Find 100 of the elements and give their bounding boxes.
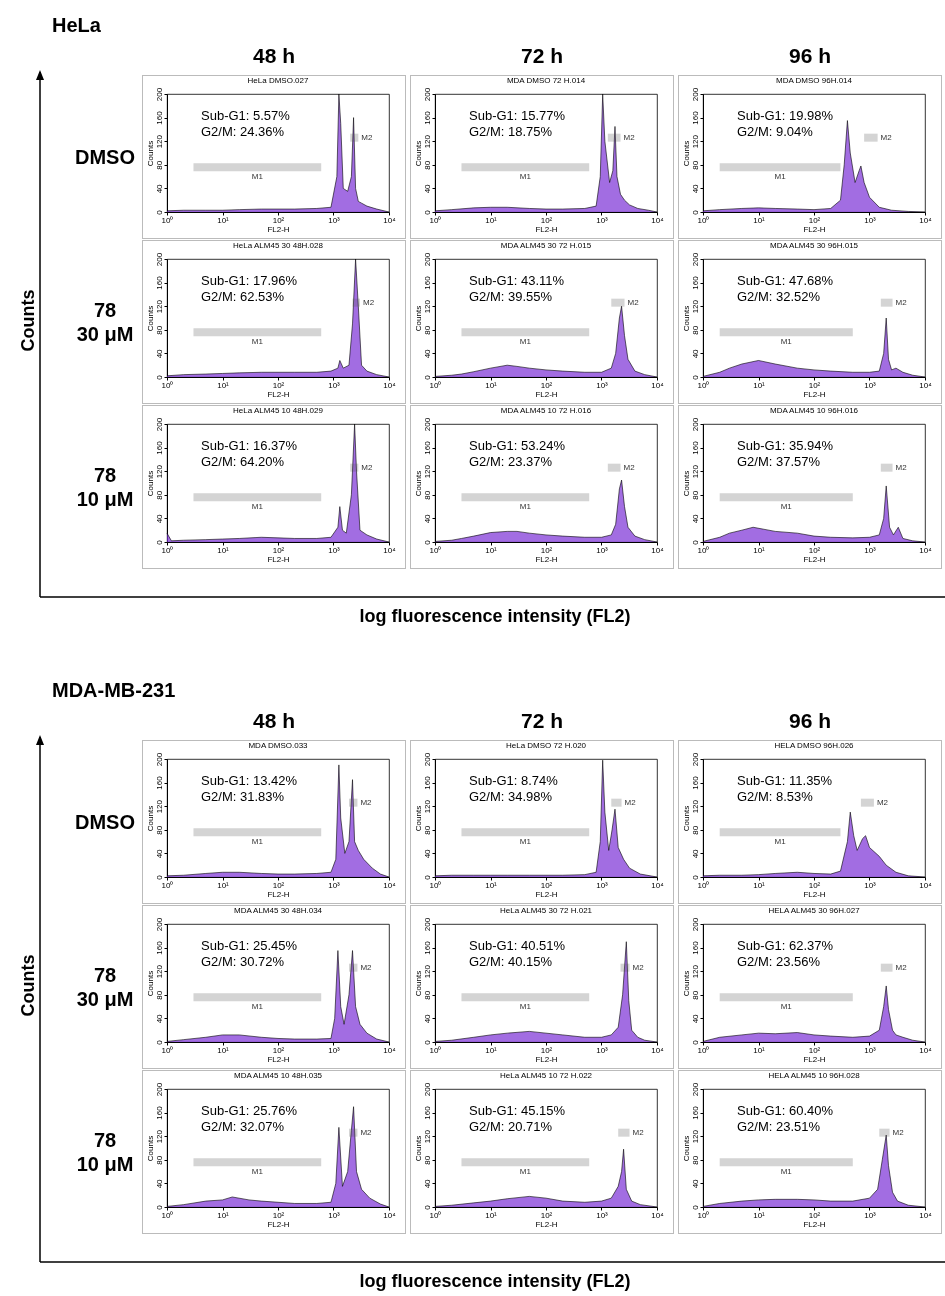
annotation: G2/M: 8.53% (737, 789, 814, 804)
x-tick-label: 10³ (328, 545, 341, 555)
band-label: M1 (780, 502, 793, 512)
band-label: M1 (519, 1002, 532, 1012)
band-label: M2 (895, 297, 908, 307)
x-tick-label: 10³ (864, 1045, 877, 1055)
text: log fluorescence intensity (FL2) (358, 1271, 632, 1292)
band-label: M2 (360, 962, 373, 972)
y-tick-label: 80 (422, 325, 432, 335)
y-tick-label: 0 (422, 1204, 432, 1210)
y-tick-label: 200 (154, 917, 164, 932)
x-tick-label: 10⁰ (429, 545, 442, 555)
y-tick-label: 80 (690, 490, 700, 500)
x-tick-label: 10³ (864, 1210, 877, 1220)
y-tick-label: 160 (690, 110, 700, 125)
y-axis-title: Counts (145, 970, 155, 997)
x-tick-label: 10⁴ (919, 545, 933, 555)
y-tick-label: 80 (690, 825, 700, 835)
x-tick-label: 10⁰ (161, 1045, 174, 1055)
x-tick-label: 10¹ (217, 1045, 230, 1055)
x-axis-title: FL2-H (267, 389, 290, 399)
band-label: M1 (251, 337, 264, 347)
chart-title: MDA ALM45 10 48H.035 (233, 1071, 323, 1081)
y-tick-label: 120 (154, 134, 164, 149)
band-label: M2 (624, 797, 637, 807)
x-tick-label: 10² (272, 1045, 285, 1055)
y-tick-label: 80 (422, 990, 432, 1000)
y-tick-label: 40 (690, 183, 700, 194)
annotation: G2/M: 37.57% (737, 454, 821, 469)
x-tick-label: 10² (540, 1210, 553, 1220)
y-tick-label: 120 (422, 299, 432, 314)
band-label: M1 (519, 337, 532, 347)
y-axis-title: Counts (145, 470, 155, 497)
annotation: Sub-G1: 25.45% (201, 938, 298, 953)
y-tick-label: 160 (154, 1105, 164, 1120)
y-tick-label: 40 (690, 348, 700, 359)
y-axis-title: Counts (413, 470, 423, 497)
chart-title: HeLa ALM45 10 72 H.022 (499, 1071, 593, 1081)
y-axis-title: Counts (145, 305, 155, 332)
band-label: M1 (519, 172, 532, 182)
category-label: 96 h (788, 44, 832, 68)
x-tick-label: 10⁰ (697, 1210, 710, 1220)
x-tick-label: 10⁴ (383, 1210, 397, 1220)
x-tick-label: 10¹ (217, 545, 230, 555)
y-tick-label: 200 (422, 87, 432, 102)
chart-title: MDA ALM45 10 96H.016 (769, 406, 859, 416)
x-tick-label: 10⁰ (161, 380, 174, 390)
x-tick-label: 10³ (864, 380, 877, 390)
x-axis-title: FL2-H (535, 889, 558, 899)
x-tick-label: 10² (540, 215, 553, 225)
y-tick-label: 200 (690, 1082, 700, 1097)
x-tick-label: 10¹ (485, 380, 498, 390)
category-label: 48 h (252, 709, 296, 733)
x-axis-title: FL2-H (267, 889, 290, 899)
x-tick-label: 10³ (864, 880, 877, 890)
annotation: G2/M: 20.71% (469, 1119, 553, 1134)
band-label: M2 (362, 297, 375, 307)
y-tick-label: 80 (154, 325, 164, 335)
x-tick-label: 10⁴ (651, 380, 665, 390)
annotation: G2/M: 30.72% (201, 954, 285, 969)
y-tick-label: 40 (154, 1013, 164, 1024)
x-tick-label: 10⁰ (697, 545, 710, 555)
annotation: Sub-G1: 53.24% (469, 438, 566, 453)
y-tick-label: 160 (690, 275, 700, 290)
x-tick-label: 10³ (596, 545, 609, 555)
y-tick-label: 0 (422, 1039, 432, 1045)
band-label: M2 (360, 797, 373, 807)
x-tick-label: 10² (808, 1045, 821, 1055)
y-tick-label: 40 (422, 348, 432, 359)
y-tick-label: 80 (422, 825, 432, 835)
annotation: G2/M: 62.53% (201, 289, 285, 304)
x-tick-label: 10⁴ (919, 1045, 933, 1055)
x-tick-label: 10³ (596, 1210, 609, 1220)
band-label: M1 (780, 1167, 793, 1177)
x-tick-label: 10¹ (485, 880, 498, 890)
y-tick-label: 0 (690, 1204, 700, 1210)
chart-title: MDA ALM45 30 48H.034 (233, 906, 323, 916)
y-tick-label: 40 (154, 348, 164, 359)
y-tick-label: 200 (690, 252, 700, 267)
x-axis-title: FL2-H (535, 1054, 558, 1064)
band-label: M2 (632, 1127, 645, 1137)
chart-title: HELA ALM45 30 96H.027 (768, 906, 861, 916)
x-tick-label: 10⁴ (919, 1210, 933, 1220)
y-tick-label: 160 (690, 1105, 700, 1120)
x-axis-title: FL2-H (535, 554, 558, 564)
y-tick-label: 160 (154, 775, 164, 790)
y-axis-title: Counts (681, 305, 691, 332)
y-axis-title: Counts (681, 140, 691, 167)
chart-title: HeLa DMSO 72 H.020 (505, 741, 587, 751)
x-tick-label: 10³ (328, 880, 341, 890)
x-tick-label: 10² (272, 880, 285, 890)
y-tick-label: 200 (690, 417, 700, 432)
x-tick-label: 10⁰ (697, 380, 710, 390)
y-tick-label: 120 (422, 134, 432, 149)
x-tick-label: 10¹ (217, 215, 230, 225)
y-tick-label: 200 (690, 87, 700, 102)
annotation: Sub-G1: 60.40% (737, 1103, 834, 1118)
band-label: M1 (519, 837, 532, 847)
y-tick-label: 0 (154, 1204, 164, 1210)
y-tick-label: 120 (154, 1129, 164, 1144)
